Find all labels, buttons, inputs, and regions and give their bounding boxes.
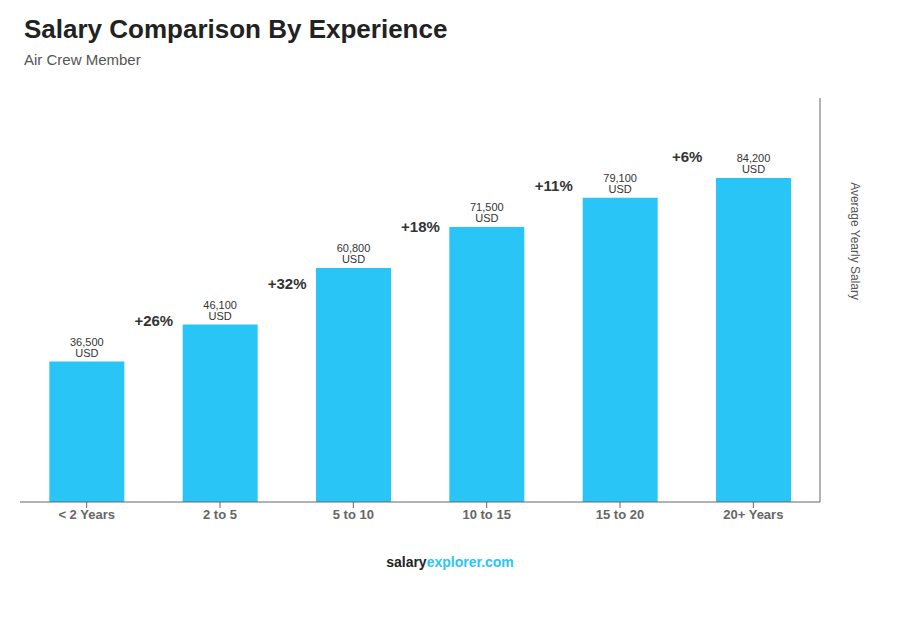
- html-text:Air Crew Member: Air Crew Member: [24, 51, 141, 68]
- svg-text:15 to 20: 15 to 20: [596, 507, 644, 522]
- svg-text:46,100USD: 46,100USD: [203, 299, 237, 322]
- svg-text:< 2 Years: < 2 Years: [58, 507, 115, 522]
- html-text:Salary Comparison By Experienc: Salary Comparison By Experience: [24, 14, 448, 44]
- svg-text:84,200USD: 84,200USD: [737, 152, 771, 175]
- svg-text:10 to 15: 10 to 15: [462, 507, 510, 522]
- svg-text:20+ Years: 20+ Years: [723, 507, 783, 522]
- svg-text:79,100USD: 79,100USD: [603, 172, 637, 195]
- svg-text:+32%: +32%: [268, 275, 307, 292]
- svg-text:+11%: +11%: [535, 177, 573, 194]
- svg-text:5 to 10: 5 to 10: [333, 507, 374, 522]
- svg-text:+18%: +18%: [401, 218, 440, 235]
- svg-text:71,500USD: 71,500USD: [470, 201, 504, 224]
- svg-text:+26%: +26%: [134, 312, 173, 329]
- svg-text:36,500USD: 36,500USD: [70, 336, 104, 359]
- svg-text:Average Yearly Salary: Average Yearly Salary: [848, 182, 862, 300]
- svg-text:2 to 5: 2 to 5: [203, 507, 237, 522]
- svg-text:60,800USD: 60,800USD: [337, 242, 371, 265]
- html-text:salary explorer.com: salary explorer.com: [386, 554, 514, 570]
- svg-text:+6%: +6%: [672, 148, 702, 165]
